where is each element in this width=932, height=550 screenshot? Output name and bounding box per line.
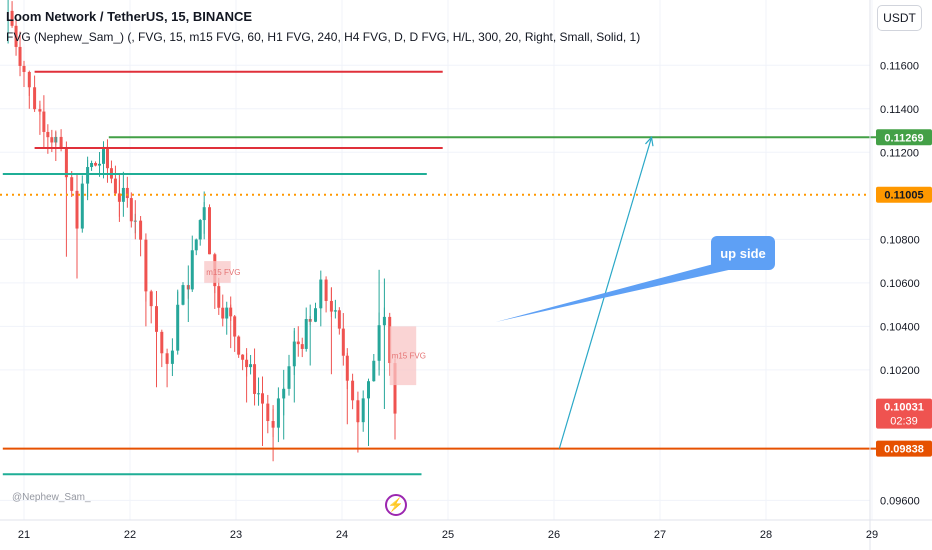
candle-body: [139, 220, 143, 240]
candle-body: [361, 398, 365, 423]
price-label-bg: [876, 440, 932, 457]
currency-button[interactable]: USDT: [877, 5, 922, 31]
candle-body: [10, 10, 14, 26]
candle-body: [314, 308, 317, 322]
candle-body: [129, 198, 133, 222]
candle-body: [14, 25, 18, 47]
y-tick-label: 0.10400: [880, 321, 920, 333]
y-tick-label: 0.09600: [880, 495, 920, 507]
chart-title: Loom Network / TetherUS, 15, BINANCE: [6, 9, 253, 24]
price-label: 0.09838: [884, 444, 924, 456]
candle-body: [94, 162, 98, 166]
price-label: 0.11269: [884, 132, 923, 144]
author-watermark: @Nephew_Sam_: [12, 492, 91, 503]
candle-body: [257, 393, 261, 395]
x-tick-label: 26: [548, 529, 560, 541]
candle-body: [266, 403, 270, 422]
fvg-box: [204, 261, 231, 283]
candle-body: [70, 177, 74, 191]
candle-body: [237, 336, 241, 355]
x-tick-label: 28: [760, 529, 772, 541]
candle-body: [160, 331, 164, 354]
candle-body: [225, 307, 229, 319]
price-labels-group: 0.11269 0.11005 0.10031 02:39 0.09838: [876, 129, 932, 457]
callout-tail: [495, 262, 733, 323]
candle-body: [351, 380, 355, 401]
candle-body: [194, 239, 198, 251]
x-tick-label: 25: [442, 529, 454, 541]
candle-body: [241, 354, 245, 360]
candle-body: [300, 344, 304, 349]
candle-body: [296, 341, 300, 345]
price-label: 0.11005: [884, 190, 923, 202]
x-tick-label: 22: [124, 529, 136, 541]
arrow-head: [645, 135, 654, 147]
candle-body: [46, 131, 50, 138]
candle-body: [217, 286, 221, 308]
x-tick-label: 29: [866, 529, 878, 541]
flash-icon[interactable]: ⚡: [385, 494, 407, 516]
candle-body: [98, 163, 102, 166]
candle-body: [125, 187, 129, 199]
fvg-box: [389, 326, 417, 386]
y-tick-label: 0.10800: [880, 234, 920, 246]
candle-body: [198, 220, 202, 240]
candle-body: [324, 279, 328, 301]
candle-body: [341, 328, 345, 356]
y-tick-label: 0.10600: [880, 278, 920, 290]
x-tick-label: 27: [654, 529, 666, 541]
candle-body: [372, 360, 376, 382]
candle-body: [80, 183, 84, 229]
overlays-group: m15 FVG m15 FVG: [0, 70, 878, 476]
candle-body: [149, 291, 153, 307]
countdown-label: 02:39: [890, 416, 918, 428]
x-tick-label: 24: [336, 529, 348, 541]
candle-body: [121, 187, 125, 202]
candle-body: [208, 207, 211, 255]
y-tick-label: 0.11400: [880, 104, 919, 116]
candle-body: [105, 146, 109, 169]
candle-body: [249, 364, 253, 368]
x-tick-label: 21: [18, 529, 30, 541]
indicator-legend[interactable]: FVG (Nephew_Sam_) (, FVG, 15, m15 FVG, 6…: [6, 30, 641, 44]
candle-body: [59, 136, 63, 148]
up-side-callout: up side: [711, 236, 775, 270]
candle-body: [337, 310, 341, 329]
candle-body: [333, 310, 337, 312]
candle-body: [64, 147, 68, 178]
x-tick-label: 23: [230, 529, 242, 541]
candle-body: [27, 71, 31, 88]
price-label-bg: [876, 129, 932, 146]
candles-group: [7, 0, 397, 462]
candle-body: [113, 178, 117, 194]
fvg-label: m15 FVG: [392, 352, 426, 361]
candle-body: [165, 353, 169, 364]
candle-body: [170, 350, 174, 364]
fvg-label: m15 FVG: [206, 268, 240, 277]
candle-body: [276, 398, 280, 428]
price-label: 0.10031: [884, 402, 924, 414]
candle-body: [190, 250, 194, 290]
price-label-bg: [876, 186, 932, 203]
candle-body: [50, 137, 54, 143]
y-tick-label: 0.11600: [880, 60, 919, 72]
candle-body: [181, 285, 185, 305]
candle-body: [304, 318, 308, 349]
candle-body: [33, 87, 37, 110]
candle-body: [42, 111, 46, 132]
candle-body: [18, 46, 22, 66]
candle-body: [253, 364, 257, 394]
y-tick-label: 0.11200: [880, 147, 919, 159]
y-tick-label: 0.10200: [880, 365, 920, 377]
candle-body: [287, 366, 291, 389]
candle-body: [90, 162, 94, 168]
price-label-bg: [876, 398, 932, 429]
candle-body: [233, 316, 237, 337]
candle-body: [221, 307, 225, 319]
